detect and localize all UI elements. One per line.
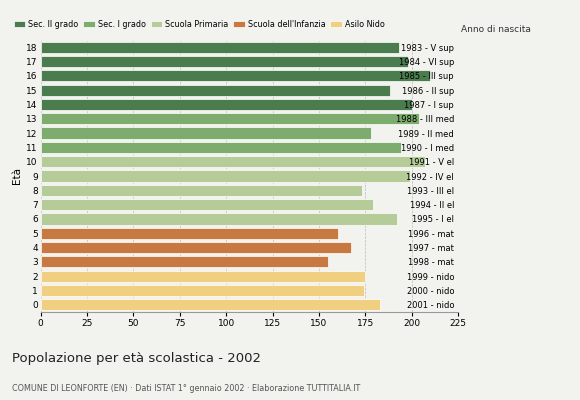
Bar <box>41 128 371 139</box>
Bar <box>41 99 412 110</box>
Bar <box>41 271 365 282</box>
Bar <box>41 242 350 253</box>
Bar <box>41 156 425 167</box>
Bar <box>41 228 338 239</box>
Bar <box>41 42 399 53</box>
Bar <box>41 256 328 268</box>
Bar <box>41 199 373 210</box>
Bar <box>41 84 390 96</box>
Bar <box>41 185 362 196</box>
Bar <box>41 113 419 124</box>
Bar <box>41 142 401 153</box>
Bar <box>41 213 397 224</box>
Bar <box>41 170 410 182</box>
Bar <box>41 285 364 296</box>
Bar <box>41 299 380 310</box>
Y-axis label: Età: Età <box>12 168 22 184</box>
Text: Popolazione per età scolastica - 2002: Popolazione per età scolastica - 2002 <box>12 352 260 365</box>
Text: COMUNE DI LEONFORTE (EN) · Dati ISTAT 1° gennaio 2002 · Elaborazione TUTTITALIA.: COMUNE DI LEONFORTE (EN) · Dati ISTAT 1°… <box>12 384 360 393</box>
Bar <box>41 70 430 81</box>
Bar <box>41 56 408 67</box>
Legend: Sec. II grado, Sec. I grado, Scuola Primaria, Scuola dell'Infanzia, Asilo Nido: Sec. II grado, Sec. I grado, Scuola Prim… <box>12 18 386 30</box>
Text: Anno di nascita: Anno di nascita <box>461 25 531 34</box>
